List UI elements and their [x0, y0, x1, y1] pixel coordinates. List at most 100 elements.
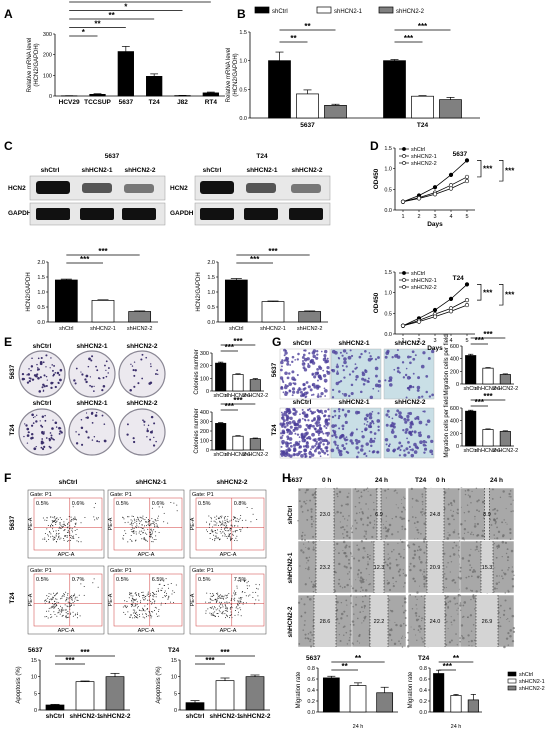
- event-dot: [46, 616, 48, 618]
- y-axis-title: OD450: [373, 168, 380, 189]
- event-dot: [73, 537, 75, 539]
- colony: [30, 424, 34, 427]
- colony-plates: shCtrl shHCN2-1 shHCN2-2 shCtrl shHCN2-1…: [9, 343, 166, 456]
- event-dot: [63, 539, 65, 541]
- event-dot: [138, 520, 140, 522]
- cell-texture: [363, 530, 365, 532]
- cell-texture: [456, 609, 458, 611]
- cell-texture: [496, 587, 498, 590]
- wound-width-value: 8.9: [483, 512, 491, 518]
- event-dot: [161, 590, 163, 592]
- cell-texture: [369, 494, 372, 497]
- flow-gate-label: Gate: P1: [110, 492, 132, 498]
- event-dot: [230, 611, 232, 613]
- cell-texture: [354, 488, 357, 490]
- cell-texture: [312, 535, 315, 538]
- legend-label: shCtrl: [411, 271, 425, 277]
- migrated-cell: [363, 423, 366, 425]
- event-dot: [127, 516, 129, 518]
- bar: [261, 301, 285, 323]
- event-dot: [246, 527, 248, 529]
- migrated-cell: [286, 424, 289, 427]
- event-dot: [217, 537, 219, 539]
- migrated-cell: [332, 429, 335, 432]
- cell-texture: [509, 528, 512, 531]
- cell-texture: [387, 553, 389, 555]
- cell-texture: [382, 523, 384, 526]
- migrated-cell: [409, 421, 412, 424]
- migrated-cell: [393, 435, 397, 439]
- event-dot: [221, 595, 223, 597]
- event-dot: [240, 529, 242, 531]
- migrated-cell: [284, 390, 287, 393]
- migrated-cell: [302, 394, 305, 397]
- event-dot: [136, 613, 138, 615]
- event-dot: [57, 608, 59, 610]
- event-dot: [68, 616, 70, 618]
- cell-texture: [509, 538, 512, 540]
- event-dot: [97, 586, 99, 588]
- migrated-cell: [429, 449, 434, 454]
- cell-texture: [304, 534, 306, 536]
- migrated-cell: [280, 360, 284, 365]
- migrated-cell: [369, 430, 373, 434]
- cell-texture: [336, 510, 339, 514]
- cell-texture: [475, 487, 478, 490]
- event-dot: [59, 523, 61, 525]
- legend-marker: [402, 278, 406, 282]
- y-tick-label: 600: [450, 344, 459, 350]
- migrated-cell: [315, 442, 318, 445]
- event-dot: [226, 524, 228, 526]
- colony-lane-label: shHCN2-1: [76, 343, 107, 350]
- migrated-cell: [320, 392, 324, 396]
- migrated-cell: [331, 396, 335, 399]
- event-dot: [236, 530, 238, 532]
- legend-swatch: [507, 678, 517, 684]
- event-dot: [152, 520, 154, 522]
- colony: [130, 363, 132, 365]
- cell-texture: [312, 548, 315, 551]
- event-dot: [239, 528, 241, 530]
- blot-band: [122, 208, 156, 220]
- colony: [36, 368, 39, 371]
- migrated-cell: [359, 448, 364, 452]
- cell-texture: [506, 523, 508, 525]
- cell-texture: [470, 630, 473, 632]
- cell-texture: [399, 539, 402, 541]
- migrated-cell: [297, 352, 300, 356]
- cell-texture: [299, 565, 301, 567]
- cell-texture: [510, 510, 512, 513]
- cell-texture: [445, 643, 448, 646]
- colony: [143, 420, 146, 423]
- cell-texture: [496, 526, 498, 529]
- event-dot: [220, 521, 222, 523]
- migrated-cell: [350, 391, 354, 396]
- significance-label: ***: [483, 288, 493, 297]
- migrated-cell: [365, 442, 369, 446]
- cell-texture: [459, 566, 462, 569]
- wound-row-label: shCtrl: [287, 505, 294, 524]
- event-dot: [74, 530, 76, 532]
- cell-texture: [459, 637, 461, 639]
- cell-texture: [511, 614, 515, 618]
- cell-texture: [310, 515, 313, 518]
- event-dot: [134, 603, 136, 605]
- cell-texture: [467, 575, 470, 578]
- event-dot: [153, 529, 155, 531]
- blot-lane-label: shCtrl: [203, 167, 222, 174]
- colony: [31, 357, 33, 360]
- event-dot: [63, 521, 65, 523]
- cell-texture: [310, 508, 313, 511]
- x-tick-label: 3: [433, 214, 436, 220]
- y-tick-label: 100: [43, 73, 52, 79]
- migrated-cell: [291, 370, 295, 374]
- migrated-cell: [361, 371, 365, 374]
- event-dot: [47, 597, 49, 599]
- migrated-cell: [389, 378, 393, 382]
- migrated-cell: [311, 419, 314, 423]
- cell-texture: [387, 528, 390, 531]
- event-dot: [147, 591, 149, 593]
- cell-texture: [511, 570, 514, 573]
- data-point: [464, 158, 470, 163]
